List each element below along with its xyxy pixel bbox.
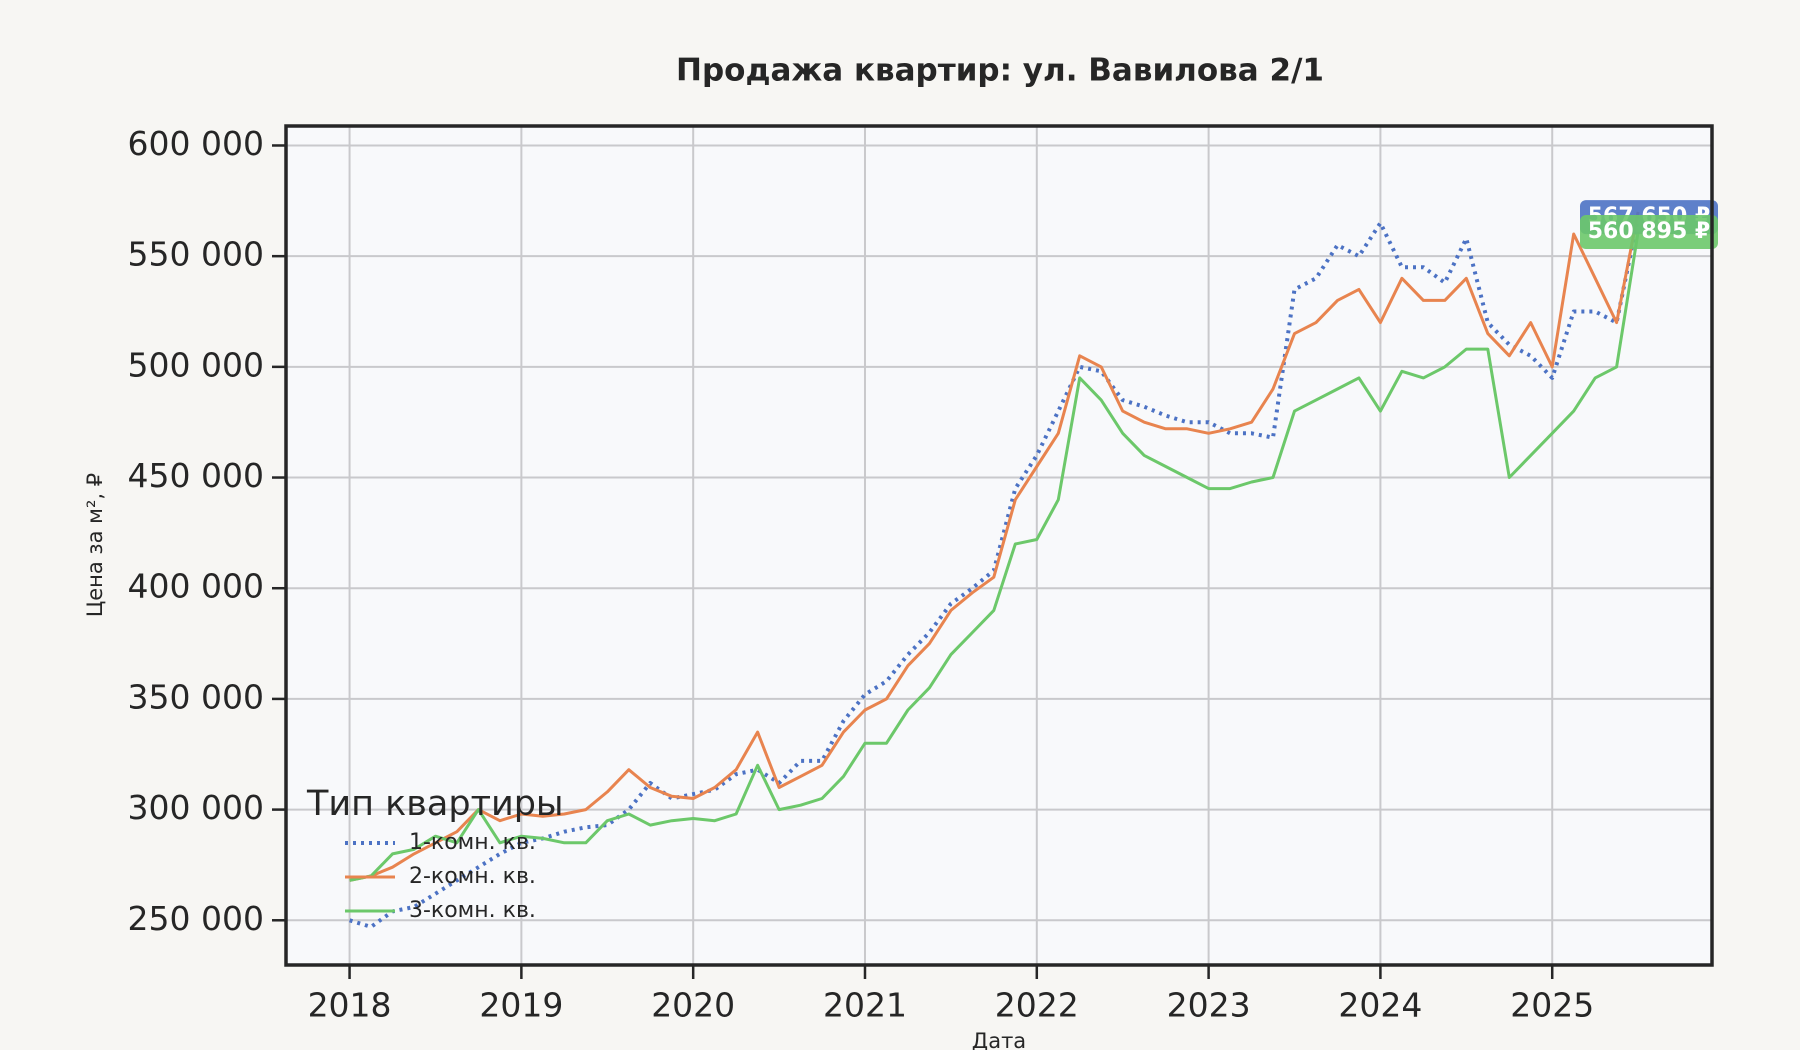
legend-title: Тип квартиры — [306, 784, 564, 824]
series-line — [349, 231, 1640, 882]
x-axis-label: Дата — [972, 1029, 1026, 1050]
y-tick-label: 400 000 — [128, 567, 264, 606]
x-tick-label: 2023 — [1167, 986, 1251, 1025]
y-tick-label: 550 000 — [128, 235, 264, 274]
plot-frame — [284, 124, 1714, 967]
y-tick-label: 600 000 — [128, 124, 264, 163]
y-tick-label: 300 000 — [128, 788, 264, 827]
series-line — [349, 211, 1640, 882]
x-tick-label: 2020 — [651, 986, 735, 1025]
x-tick-label: 2019 — [479, 986, 563, 1025]
x-tick-label: 2022 — [995, 986, 1079, 1025]
annotation-label: 560 895 ₽ — [1588, 219, 1710, 244]
y-axis-label: Цена за м², ₽ — [83, 473, 107, 617]
y-tick-label: 350 000 — [128, 677, 264, 716]
y-tick-label: 450 000 — [128, 456, 264, 495]
chart-title: Продажа квартир: ул. Вавилова 2/1 — [676, 53, 1324, 89]
x-tick-label: 2018 — [308, 986, 392, 1025]
x-tick-label: 2025 — [1510, 986, 1594, 1025]
x-tick-label: 2024 — [1338, 986, 1422, 1025]
annotation-box — [1580, 215, 1718, 250]
legend-label: 3-комн. кв. — [409, 898, 536, 923]
x-tick-label: 2021 — [823, 986, 907, 1025]
legend-label: 1-комн. кв. — [409, 830, 536, 855]
series-line — [349, 216, 1641, 929]
legend-label: 2-комн. кв. — [409, 864, 536, 889]
y-tick-label: 250 000 — [128, 899, 264, 938]
y-tick-label: 500 000 — [128, 345, 264, 384]
